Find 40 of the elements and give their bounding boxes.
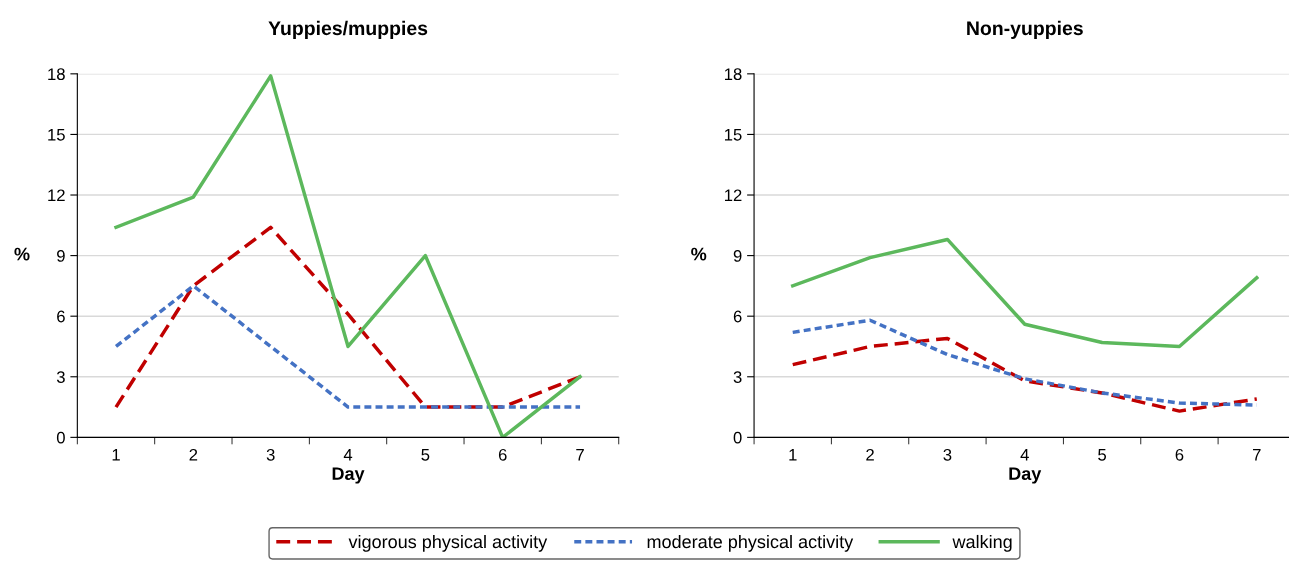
x-tick-label: 3 (266, 448, 275, 461)
chart-title: Non-yuppies (967, 20, 1083, 39)
x-tick-label: 1 (112, 449, 120, 461)
y-tick-label: 12 (724, 189, 742, 202)
y-tick-label: 0 (56, 431, 65, 444)
y-tick-label: 15 (724, 129, 742, 141)
x-tick-label: 3 (943, 448, 952, 461)
x-tick-label: 4 (343, 449, 353, 461)
x-tick-label: 5 (1098, 449, 1107, 461)
x-axis-title: Day (1009, 467, 1042, 484)
y-tick-label: 18 (48, 68, 65, 81)
x-tick-label: 7 (576, 449, 584, 461)
y-tick-label: 0 (733, 431, 742, 444)
x-tick-label: 1 (789, 449, 797, 461)
x-tick-label: 2 (189, 448, 198, 461)
y-tick-label: 12 (48, 189, 65, 202)
y-tick-label: 9 (733, 250, 742, 262)
legend-label: moderate physical activity (647, 534, 854, 552)
line-series (790, 237, 1259, 349)
y-tick-label: 15 (48, 129, 65, 141)
x-tick-label: 7 (1252, 449, 1261, 461)
y-tick-label: 6 (57, 310, 65, 323)
x-axis-title: Day (332, 467, 365, 484)
legend-label: vigorous physical activity (348, 534, 548, 552)
line-series (114, 74, 582, 438)
x-tick-label: 2 (866, 448, 874, 461)
y-axis-title: % (691, 247, 707, 261)
x-tick-label: 6 (498, 448, 507, 461)
y-tick-label: 9 (57, 250, 65, 262)
y-tick-label: 6 (733, 310, 742, 323)
x-tick-label: 5 (421, 449, 430, 461)
y-tick-label: 3 (733, 371, 742, 383)
y-tick-label: 3 (56, 371, 65, 383)
legend-label: walking (952, 534, 1012, 552)
x-tick-label: 6 (1175, 448, 1184, 461)
line-series (790, 336, 1259, 413)
chart-title: Yuppies/muppies (268, 20, 428, 39)
y-tick-label: 18 (724, 68, 742, 81)
y-axis-title: % (14, 247, 30, 261)
x-tick-label: 4 (1020, 449, 1029, 461)
